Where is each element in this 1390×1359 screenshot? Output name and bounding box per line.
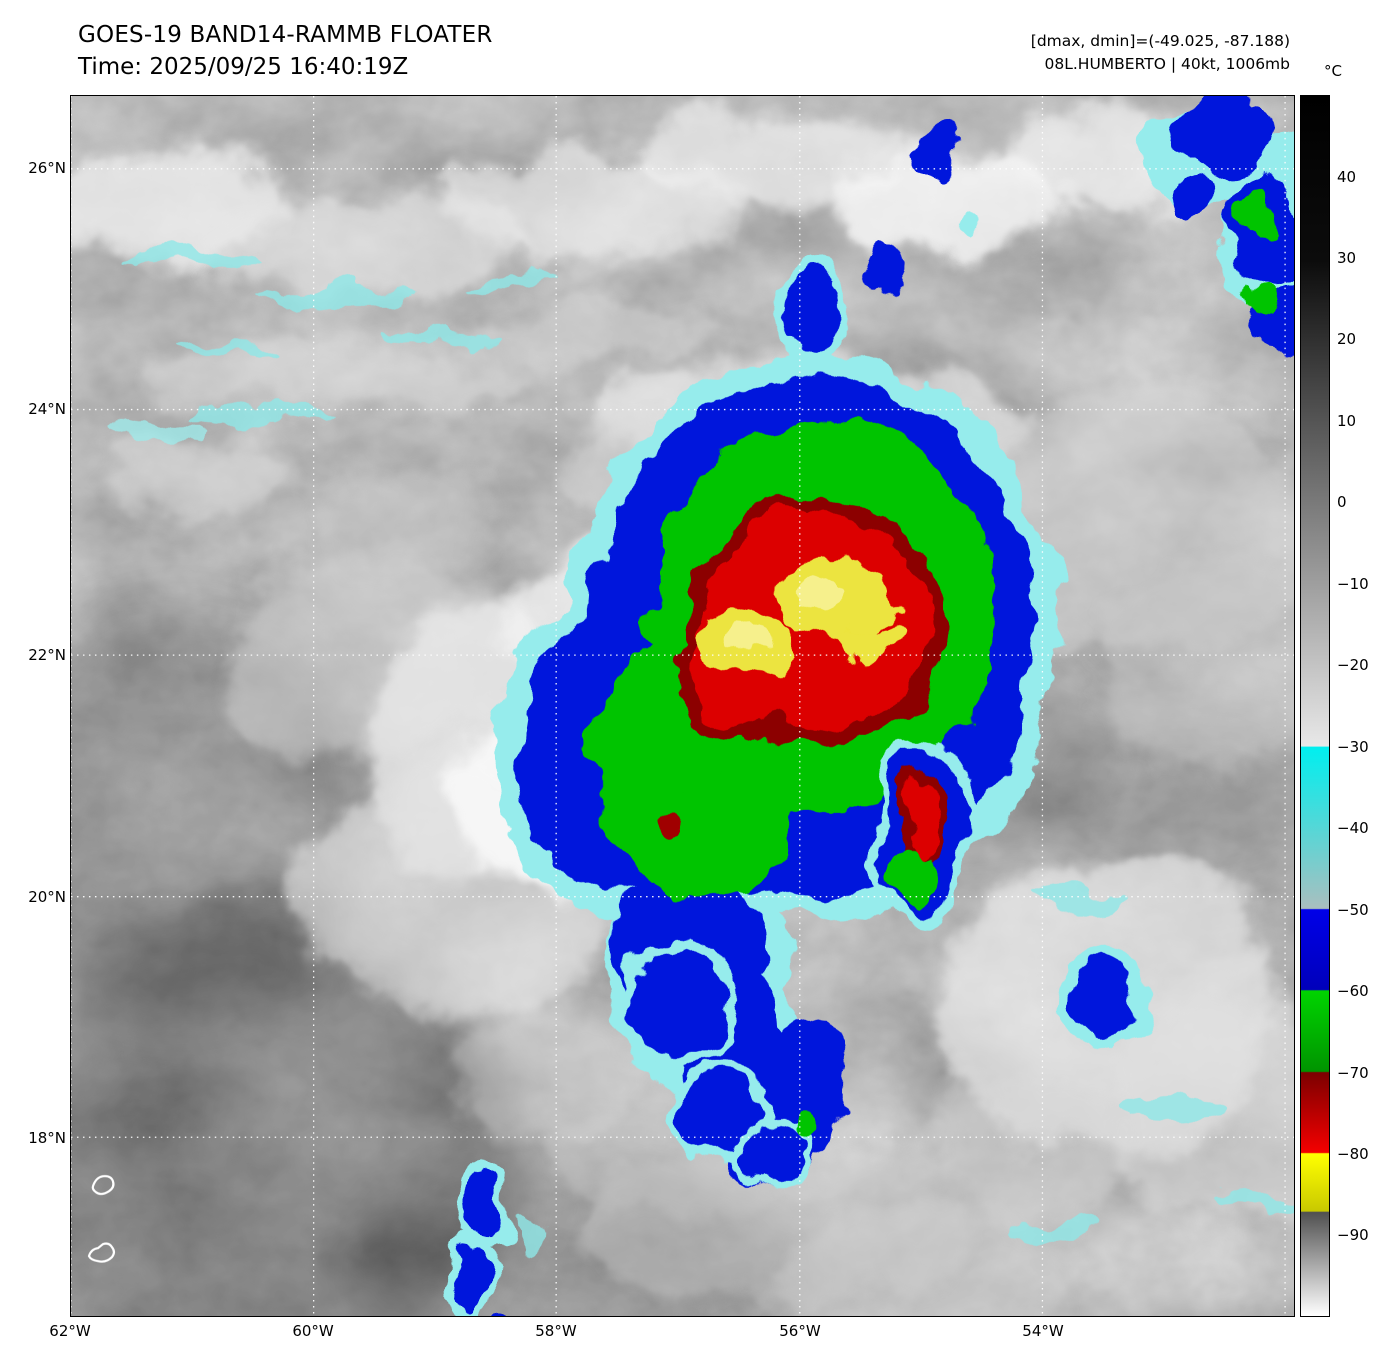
storm-east-band [872, 737, 977, 922]
satellite-map: Copyright © 2020-2025 Dapiya [70, 95, 1295, 1317]
lat-label: 20°N [28, 887, 66, 906]
colorbar-tick-label: −60 [1337, 982, 1369, 1001]
lon-label: 56°W [779, 1322, 821, 1340]
colorbar-tick-label: −10 [1337, 574, 1369, 593]
lon-label: 58°W [535, 1322, 577, 1340]
colorbar-ticks: 40 30 20 10 0 −10 −20 −30 −40 −50 −60 −70 −80 −90 [1337, 95, 1389, 1317]
lon-label: 54°W [1022, 1322, 1064, 1340]
data-range-readout: [dmax, dmin]=(-49.025, -87.188) [1030, 32, 1290, 50]
colorbar-tick-label: −80 [1337, 1145, 1369, 1164]
colorbar-tick-label: −40 [1337, 819, 1369, 838]
colorbar-tick-label: 20 [1337, 330, 1357, 349]
cells-southwest [448, 1164, 512, 1316]
lat-label: 26°N [28, 158, 66, 177]
colorbar-tick-label: −20 [1337, 656, 1369, 675]
copyright-badge: Copyright © 2020-2025 Dapiya [71, 1316, 1294, 1317]
colorbar-tick-label: 0 [1337, 493, 1347, 512]
lat-label: 24°N [28, 400, 66, 419]
gridlines [71, 96, 1294, 1316]
storm-info-readout: 08L.HUMBERTO | 40kt, 1006mb [1044, 55, 1291, 73]
island-outlines [87, 1174, 116, 1263]
cells-north [778, 127, 983, 359]
colorbar-tick-label: 40 [1337, 167, 1357, 186]
colorbar-tick-label: 30 [1337, 248, 1357, 267]
colorbar-tick-label: 10 [1337, 411, 1357, 430]
lon-label: 60°W [292, 1322, 334, 1340]
cell-east [1060, 945, 1149, 1054]
colorbar-tick-label: −30 [1337, 737, 1369, 756]
satellite-image [71, 96, 1294, 1316]
colorbar-tick-label: −50 [1337, 900, 1369, 919]
lat-labels: 26°N 24°N 22°N 20°N 18°N [0, 95, 66, 1317]
header-right: [dmax, dmin]=(-49.025, -87.188) 08L.HUMB… [1031, 30, 1290, 76]
colorbar-tick-label: −90 [1337, 1226, 1369, 1245]
cyan-cloud-fringes [100, 247, 1294, 1257]
colorbar-tick-label: −70 [1337, 1063, 1369, 1082]
lat-label: 22°N [28, 646, 66, 665]
lon-label: 62°W [49, 1322, 91, 1340]
colorbar-unit-label: °C [1324, 62, 1342, 80]
storm-south-cells [620, 927, 815, 1189]
image-timestamp: Time: 2025/09/25 16:40:19Z [78, 54, 409, 80]
lon-labels: 62°W 60°W 58°W 56°W 54°W [49, 1322, 1295, 1344]
product-title: GOES-19 BAND14-RAMMB FLOATER [78, 22, 493, 48]
lat-label: 18°N [28, 1128, 66, 1147]
cells-northeast-corner [1138, 96, 1294, 364]
colorbar [1300, 95, 1330, 1317]
